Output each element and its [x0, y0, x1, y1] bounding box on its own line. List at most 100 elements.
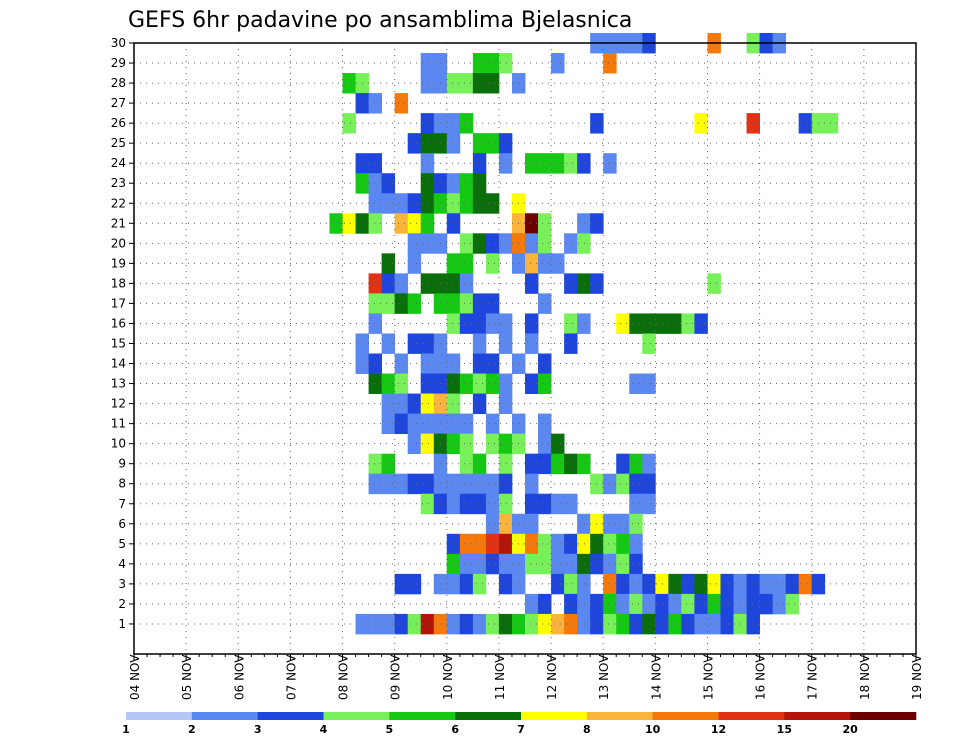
heatmap-cell	[785, 593, 800, 615]
y-tick-label: 30	[111, 36, 126, 50]
heatmap-cell	[538, 613, 552, 635]
colorbar-swatch	[521, 712, 588, 720]
heatmap-cell	[368, 193, 383, 214]
heatmap-cell	[551, 153, 565, 174]
heatmap-cell	[538, 353, 552, 374]
heatmap-cell	[759, 593, 774, 615]
x-tick-label: 04 NOV	[128, 654, 142, 700]
heatmap-cell	[525, 233, 539, 254]
heatmap-cell	[407, 433, 422, 455]
heatmap-cell	[538, 433, 552, 455]
heatmap-cell	[551, 53, 565, 74]
heatmap-cell	[472, 173, 487, 194]
heatmap-cell	[446, 113, 461, 134]
heatmap-cell	[394, 413, 409, 435]
heatmap-cell	[381, 393, 396, 414]
heatmap-cell	[446, 613, 461, 635]
heatmap-cell	[577, 273, 591, 294]
colorbar-swatch	[586, 712, 653, 720]
heatmap-cell	[564, 553, 578, 575]
heatmap-cell	[368, 153, 383, 174]
heatmap-cell	[707, 573, 721, 595]
y-tick-label: 1	[118, 617, 126, 631]
heatmap-cell	[694, 313, 708, 334]
heatmap-cell	[420, 273, 435, 294]
heatmap-cell	[681, 313, 695, 334]
heatmap-cell	[525, 533, 539, 555]
heatmap-cell	[577, 513, 591, 535]
heatmap-cell	[472, 233, 487, 254]
heatmap-cell	[485, 473, 500, 495]
heatmap-cell	[368, 373, 383, 394]
heatmap-cell	[472, 133, 487, 154]
heatmap-cell	[459, 493, 474, 515]
heatmap-cell	[459, 453, 474, 475]
heatmap-cell	[420, 393, 435, 414]
heatmap-cell	[694, 573, 708, 595]
heatmap-cell	[525, 453, 539, 475]
heatmap-cell	[381, 273, 396, 294]
heatmap-cell	[459, 313, 474, 334]
heatmap-cell	[381, 293, 396, 314]
heatmap-cell	[459, 413, 474, 435]
heatmap-cell	[498, 393, 513, 414]
heatmap-cell	[472, 493, 487, 515]
heatmap-cell	[446, 413, 461, 435]
heatmap-cell	[564, 233, 578, 254]
heatmap-cell	[498, 153, 513, 174]
heatmap-cell	[498, 613, 513, 635]
heatmap-cell	[681, 573, 695, 595]
heatmap-cell	[420, 113, 435, 134]
heatmap-cell	[551, 433, 565, 455]
heatmap-cell	[394, 573, 409, 595]
heatmap-cell	[407, 193, 422, 214]
heatmap-cell	[446, 473, 461, 495]
heatmap-cell	[629, 573, 643, 595]
y-tick-label: 9	[118, 457, 126, 471]
heatmap-cell	[446, 433, 461, 455]
heatmap-cell	[472, 533, 487, 555]
heatmap-cell	[785, 573, 800, 595]
heatmap-cell	[564, 573, 578, 595]
heatmap-cell	[498, 233, 513, 254]
heatmap-cell	[603, 573, 617, 595]
y-tick-label: 21	[111, 216, 126, 230]
heatmap-cell	[525, 213, 539, 234]
heatmap-cell	[446, 253, 461, 274]
heatmap-cell	[472, 73, 487, 94]
heatmap-cell	[420, 473, 435, 495]
heatmap-cell	[459, 253, 474, 274]
heatmap-cell	[538, 153, 552, 174]
heatmap-cell	[668, 573, 682, 595]
heatmap-cell	[629, 613, 643, 635]
heatmap-cell	[668, 593, 682, 615]
y-tick-label: 10	[111, 437, 126, 451]
y-tick-label: 6	[118, 517, 126, 531]
heatmap-cell	[407, 133, 422, 154]
heatmap-cell	[498, 133, 513, 154]
y-tick-label: 8	[118, 477, 126, 491]
heatmap-cell	[498, 533, 513, 555]
heatmap-cell	[577, 213, 591, 234]
heatmap-cell	[642, 373, 656, 394]
heatmap-cell	[746, 113, 760, 134]
heatmap-cell	[746, 573, 760, 595]
heatmap-cell	[577, 533, 591, 555]
heatmap-cell	[407, 233, 422, 254]
heatmap-cell	[642, 473, 656, 495]
x-tick-label: 09 NOV	[389, 654, 403, 700]
heatmap-cell	[642, 313, 656, 334]
heatmap-cell	[407, 213, 422, 234]
heatmap-cell	[368, 213, 383, 234]
heatmap-cell	[629, 493, 643, 515]
heatmap-cell	[538, 233, 552, 254]
x-tick-label: 13 NOV	[597, 654, 611, 700]
heatmap-cell	[381, 613, 396, 635]
heatmap-cell	[577, 553, 591, 575]
heatmap-cell	[459, 233, 474, 254]
colorbar-swatch	[191, 712, 258, 720]
colorbar-label: 10	[645, 723, 661, 736]
heatmap-cell	[629, 453, 643, 475]
y-tick-label: 4	[118, 557, 126, 571]
heatmap-cell	[616, 473, 630, 495]
